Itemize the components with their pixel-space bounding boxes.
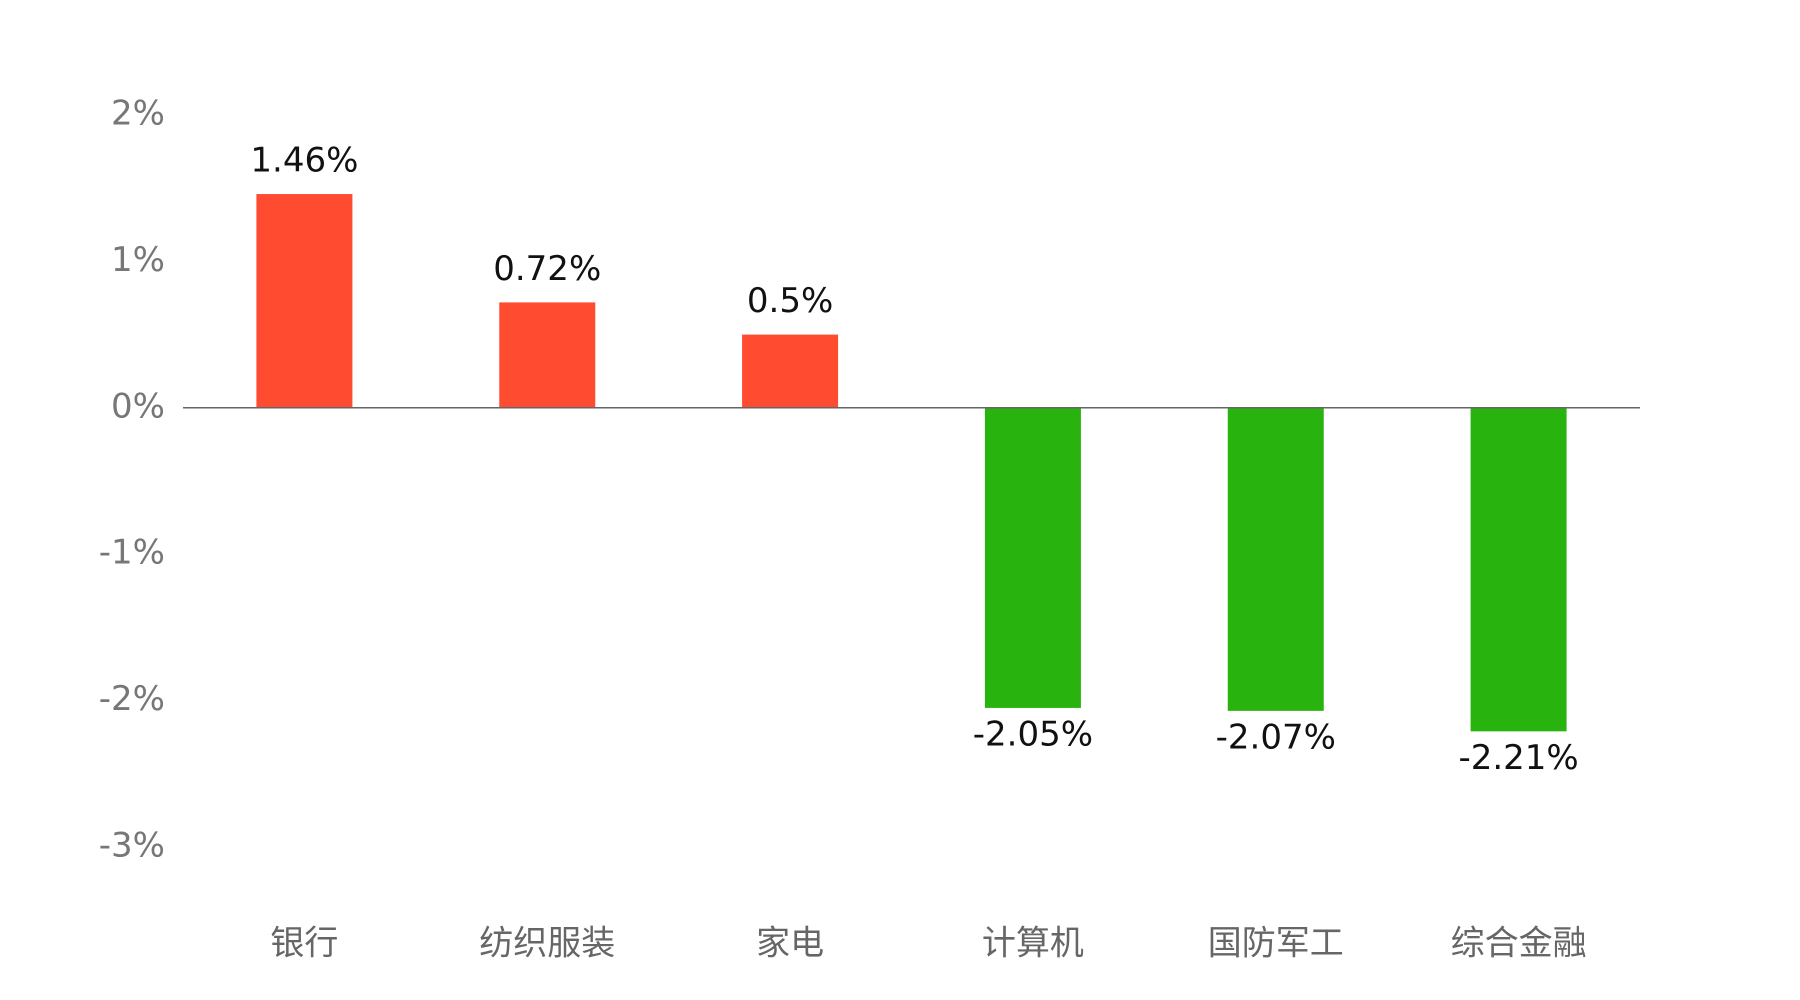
y-tick-label: 1%: [111, 240, 165, 280]
x-tick-label: 综合金融: [1451, 924, 1587, 964]
value-label: -2.21%: [1458, 738, 1578, 778]
x-tick-label: 纺织服装: [479, 924, 615, 964]
bar: [1227, 407, 1324, 711]
x-tick-label: 银行: [270, 924, 338, 964]
x-tick-label: 国防军工: [1208, 924, 1344, 964]
bar: [742, 334, 839, 408]
value-label: 0.72%: [493, 249, 601, 289]
bar: [499, 302, 596, 408]
bar: [256, 194, 353, 408]
bar: [984, 407, 1081, 708]
x-tick-label: 计算机: [982, 924, 1084, 964]
y-tick-label: 2%: [111, 94, 165, 134]
bar: [1470, 407, 1567, 732]
y-tick-label: -2%: [99, 679, 165, 719]
value-label: -2.05%: [973, 714, 1093, 754]
value-label: 0.5%: [747, 281, 833, 321]
value-label: -2.07%: [1216, 717, 1336, 757]
y-tick-label: -1%: [99, 533, 165, 573]
y-tick-label: -3%: [99, 826, 165, 866]
value-label: 1.46%: [250, 141, 358, 181]
x-tick-label: 家电: [756, 924, 824, 964]
y-tick-label: 0%: [111, 386, 165, 426]
